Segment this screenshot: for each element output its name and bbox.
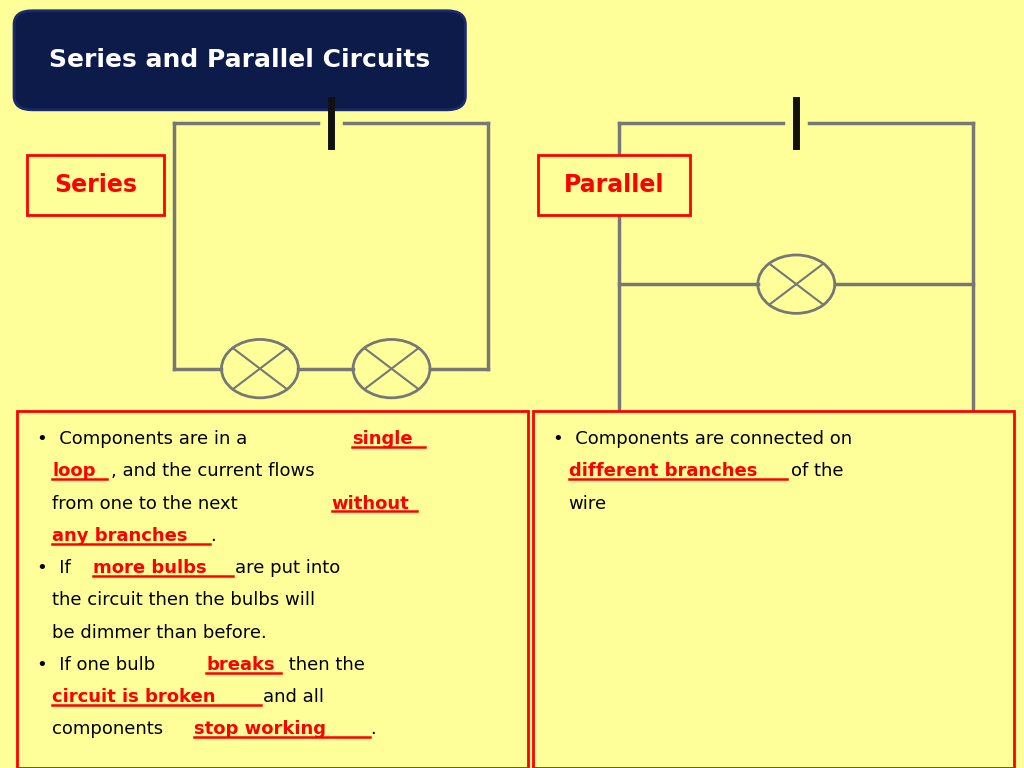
Text: Series: Series [54, 173, 137, 197]
Text: Parallel: Parallel [564, 173, 665, 197]
Text: without: without [332, 495, 410, 512]
Text: the circuit then the bulbs will: the circuit then the bulbs will [52, 591, 315, 609]
Text: any branches: any branches [52, 527, 188, 545]
Text: .: . [210, 527, 216, 545]
FancyBboxPatch shape [28, 155, 164, 215]
FancyBboxPatch shape [14, 11, 465, 110]
Text: , and the current flows: , and the current flows [112, 462, 314, 480]
Text: .: . [371, 720, 376, 738]
Text: •  If one bulb: • If one bulb [37, 656, 162, 674]
Text: Series and Parallel Circuits: Series and Parallel Circuits [49, 48, 430, 72]
Text: from one to the next: from one to the next [52, 495, 244, 512]
Text: different branches: different branches [568, 462, 763, 480]
Text: are put into: are put into [234, 559, 340, 577]
Text: then the: then the [284, 656, 366, 674]
Text: more bulbs: more bulbs [93, 559, 213, 577]
Text: loop: loop [52, 462, 96, 480]
FancyBboxPatch shape [17, 411, 528, 768]
Text: single: single [352, 430, 413, 448]
Text: breaks: breaks [206, 656, 274, 674]
FancyBboxPatch shape [534, 411, 1014, 768]
Text: be dimmer than before.: be dimmer than before. [52, 624, 267, 641]
Text: components: components [52, 720, 169, 738]
Text: stop working: stop working [195, 720, 327, 738]
Text: of the: of the [792, 462, 844, 480]
Text: •  If: • If [37, 559, 77, 577]
Text: wire: wire [568, 495, 607, 512]
Text: •  Components are connected on: • Components are connected on [553, 430, 853, 448]
Text: circuit is broken: circuit is broken [52, 688, 222, 706]
FancyBboxPatch shape [539, 155, 690, 215]
Text: and all: and all [263, 688, 324, 706]
Text: •  Components are in a: • Components are in a [37, 430, 248, 448]
